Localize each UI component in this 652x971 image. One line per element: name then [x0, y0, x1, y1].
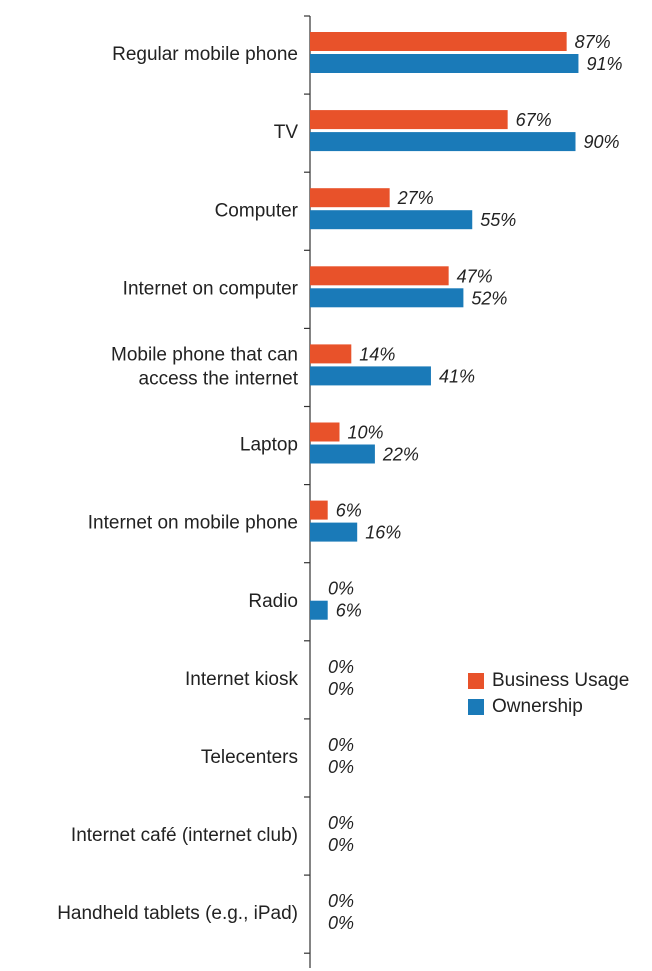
value-label-ownership-internet-on-mobile-phone: 16% — [365, 523, 401, 543]
value-label-ownership-computer: 55% — [480, 210, 516, 230]
value-label-business-usage-mobile-phone-that-can-access-the-internet: 14% — [359, 344, 395, 364]
category-label-internet-caf-internet-club: Internet café (internet club) — [71, 825, 298, 846]
value-label-business-usage-internet-on-computer: 47% — [457, 266, 493, 286]
bar-ownership-computer — [310, 210, 473, 230]
category-label-radio: Radio — [248, 591, 298, 612]
category-label-mobile-phone-that-can-access-the-internet: Mobile phone that can access the internet — [111, 344, 299, 389]
value-label-business-usage-radio: 0% — [328, 579, 354, 599]
value-label-ownership-tv: 90% — [584, 132, 620, 152]
bar-ownership-mobile-phone-that-can-access-the-internet — [310, 366, 431, 386]
bar-business-usage-laptop — [310, 422, 340, 442]
value-label-business-usage-internet-kiosk: 0% — [328, 657, 354, 677]
value-label-ownership-telecenters: 0% — [328, 757, 354, 777]
legend: Business Usage Ownership — [468, 668, 629, 720]
value-label-business-usage-laptop: 10% — [348, 423, 384, 443]
bar-business-usage-internet-on-mobile-phone — [310, 500, 328, 520]
value-label-business-usage-tv: 67% — [516, 110, 552, 130]
category-label-internet-on-computer: Internet on computer — [123, 278, 299, 299]
bar-business-usage-tv — [310, 110, 508, 130]
value-label-ownership-regular-mobile-phone: 91% — [586, 54, 622, 74]
value-label-ownership-internet-kiosk: 0% — [328, 679, 354, 699]
bar-business-usage-mobile-phone-that-can-access-the-internet — [310, 344, 352, 364]
value-label-business-usage-handheld-tablets-e-g-ipad: 0% — [328, 891, 354, 911]
value-label-ownership-handheld-tablets-e-g-ipad: 0% — [328, 913, 354, 933]
category-label-regular-mobile-phone: Regular mobile phone — [112, 44, 298, 65]
value-label-ownership-internet-on-computer: 52% — [471, 288, 507, 308]
category-label-internet-kiosk: Internet kiosk — [185, 669, 298, 690]
category-label-telecenters: Telecenters — [201, 747, 298, 768]
bar-ownership-laptop — [310, 444, 375, 464]
category-label-computer: Computer — [215, 200, 299, 221]
bar-ownership-internet-on-computer — [310, 288, 464, 308]
legend-item-ownership: Ownership — [468, 694, 629, 720]
bar-ownership-tv — [310, 132, 576, 152]
bar-ownership-internet-on-mobile-phone — [310, 522, 358, 542]
value-label-business-usage-internet-caf-internet-club: 0% — [328, 813, 354, 833]
value-label-ownership-radio: 6% — [336, 601, 362, 621]
value-label-business-usage-regular-mobile-phone: 87% — [575, 32, 611, 52]
value-label-ownership-laptop: 22% — [382, 445, 419, 465]
category-label-laptop: Laptop — [240, 435, 298, 456]
legend-label-ownership: Ownership — [492, 696, 583, 717]
bar-business-usage-regular-mobile-phone — [310, 32, 567, 51]
bar-business-usage-internet-on-computer — [310, 266, 449, 286]
value-label-business-usage-internet-on-mobile-phone: 6% — [336, 501, 362, 521]
legend-label-business-usage: Business Usage — [492, 670, 630, 691]
bar-ownership-regular-mobile-phone — [310, 54, 579, 73]
bar-ownership-radio — [310, 600, 328, 620]
value-label-business-usage-telecenters: 0% — [328, 735, 354, 755]
category-label-tv: TV — [274, 122, 299, 143]
category-label-internet-on-mobile-phone: Internet on mobile phone — [88, 513, 298, 534]
value-label-ownership-internet-caf-internet-club: 0% — [328, 835, 354, 855]
legend-swatch-business-usage — [468, 673, 484, 689]
legend-item-business-usage: Business Usage — [468, 668, 629, 694]
bar-business-usage-computer — [310, 188, 390, 208]
category-label-handheld-tablets-e-g-ipad: Handheld tablets (e.g., iPad) — [57, 903, 298, 924]
legend-swatch-ownership — [468, 699, 484, 715]
value-label-business-usage-computer: 27% — [397, 188, 434, 208]
value-label-ownership-mobile-phone-that-can-access-the-internet: 41% — [439, 366, 475, 386]
